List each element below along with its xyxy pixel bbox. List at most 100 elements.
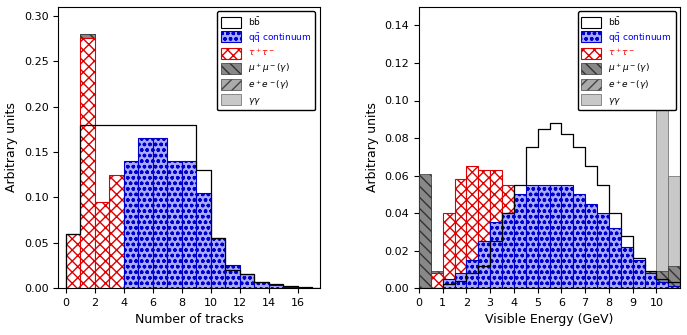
Bar xyxy=(621,284,633,288)
Bar xyxy=(153,287,167,288)
Bar xyxy=(182,161,196,288)
Bar xyxy=(609,282,621,288)
Bar xyxy=(538,185,550,288)
Bar xyxy=(514,271,526,288)
Bar xyxy=(167,287,182,288)
Bar xyxy=(668,266,680,288)
Bar xyxy=(80,34,95,288)
Bar xyxy=(254,282,269,288)
Bar xyxy=(442,213,455,288)
Bar xyxy=(668,284,680,288)
Legend: b$\bar{\rm b}$, q$\bar{\rm q}$ continuum, $\tau^+\tau^-$, $\mu^+\mu^-(\gamma)$, : b$\bar{\rm b}$, q$\bar{\rm q}$ continuum… xyxy=(217,11,315,111)
Bar xyxy=(573,260,585,288)
Bar xyxy=(656,284,668,288)
Bar xyxy=(455,284,466,288)
Bar xyxy=(550,282,561,288)
Bar xyxy=(124,283,138,288)
Bar xyxy=(633,282,644,288)
Bar xyxy=(502,282,514,288)
Bar xyxy=(109,287,124,288)
Bar xyxy=(633,284,644,288)
Bar xyxy=(95,285,109,288)
Bar xyxy=(153,138,167,288)
Bar xyxy=(550,271,561,288)
Bar xyxy=(585,282,597,288)
Bar xyxy=(573,194,585,288)
Bar xyxy=(419,185,431,288)
Bar xyxy=(526,284,538,288)
Bar xyxy=(442,279,455,288)
Bar xyxy=(621,282,633,288)
Bar xyxy=(550,185,561,288)
Bar xyxy=(656,271,668,288)
Bar xyxy=(466,271,478,288)
Bar xyxy=(431,271,442,288)
Bar xyxy=(585,271,597,288)
Bar xyxy=(561,271,573,288)
Bar xyxy=(633,271,644,288)
Bar xyxy=(431,273,442,288)
Bar xyxy=(633,286,644,288)
Bar xyxy=(138,287,153,288)
Bar xyxy=(585,269,597,288)
Bar xyxy=(478,241,490,288)
Bar xyxy=(95,202,109,288)
Bar xyxy=(526,282,538,288)
Bar xyxy=(573,282,585,288)
Bar xyxy=(561,284,573,288)
X-axis label: Number of tracks: Number of tracks xyxy=(135,313,243,326)
Bar xyxy=(95,285,109,288)
Bar xyxy=(419,174,431,288)
Bar xyxy=(656,282,668,288)
Bar xyxy=(633,260,644,288)
Bar xyxy=(490,282,502,288)
Bar xyxy=(466,166,478,288)
Bar xyxy=(621,284,633,288)
Bar xyxy=(502,284,514,288)
Bar xyxy=(269,285,283,288)
Y-axis label: Arbitrary units: Arbitrary units xyxy=(5,103,19,192)
Bar xyxy=(419,282,431,288)
Bar xyxy=(514,194,526,288)
Bar xyxy=(490,271,502,288)
Bar xyxy=(609,228,621,288)
Bar xyxy=(95,285,109,288)
Bar xyxy=(431,282,442,288)
Bar xyxy=(573,284,585,288)
Bar xyxy=(211,238,225,288)
Bar xyxy=(502,213,514,288)
Bar xyxy=(80,39,95,288)
Bar xyxy=(466,282,478,288)
Bar xyxy=(597,284,609,288)
Bar xyxy=(597,271,609,288)
Bar xyxy=(478,282,490,288)
Bar xyxy=(283,287,298,288)
Bar xyxy=(455,271,466,288)
Bar xyxy=(490,222,502,288)
Bar xyxy=(466,284,478,288)
Bar xyxy=(538,271,550,288)
Bar xyxy=(526,213,538,288)
Bar xyxy=(561,185,573,288)
X-axis label: Visible Energy (GeV): Visible Energy (GeV) xyxy=(485,313,613,326)
Bar xyxy=(109,175,124,288)
Bar xyxy=(442,284,455,288)
Bar xyxy=(644,282,656,288)
Bar xyxy=(668,286,680,288)
Bar xyxy=(466,260,478,288)
Bar xyxy=(561,251,573,288)
Bar xyxy=(609,271,621,288)
Bar xyxy=(196,193,211,288)
Bar xyxy=(167,161,182,288)
Bar xyxy=(538,284,550,288)
Bar xyxy=(66,252,80,288)
Bar xyxy=(597,213,609,288)
Bar xyxy=(561,282,573,288)
Legend: b$\bar{\rm b}$, q$\bar{\rm q}$ continuum, $\tau^+\tau^-$, $\mu^+\mu^-(\gamma)$, : b$\bar{\rm b}$, q$\bar{\rm q}$ continuum… xyxy=(578,11,675,111)
Bar xyxy=(478,284,490,288)
Bar xyxy=(573,271,585,288)
Bar xyxy=(514,284,526,288)
Bar xyxy=(478,271,490,288)
Bar xyxy=(80,34,95,288)
Bar xyxy=(597,275,609,288)
